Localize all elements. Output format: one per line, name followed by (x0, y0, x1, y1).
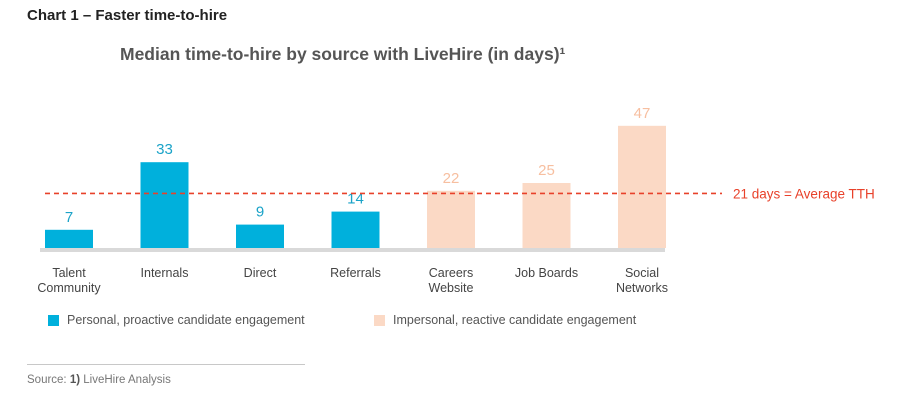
legend-label-impersonal: Impersonal, reactive candidate engagemen… (393, 313, 637, 327)
data-label-4: 22 (443, 170, 460, 187)
bar-3 (331, 211, 380, 248)
data-label-2: 9 (256, 204, 264, 221)
source-note: Source: 1) LiveHire Analysis (27, 374, 171, 386)
average-reference-label: 21 days = Average TTH (733, 186, 875, 201)
legend-swatch-impersonal (374, 314, 385, 326)
x-axis-baseline (40, 248, 665, 252)
category-label-6: Social Networks (616, 266, 668, 295)
data-label-1: 33 (156, 141, 173, 158)
category-label-4: Careers Website (429, 266, 474, 295)
category-label-2: Direct (244, 266, 277, 280)
bar-4 (427, 190, 475, 248)
data-label-5: 25 (538, 162, 555, 179)
bar-0 (45, 229, 93, 248)
category-label-1: Internals (141, 266, 189, 280)
bar-5 (522, 183, 571, 248)
legend-item-personal: Personal, proactive candidate engagement (48, 313, 305, 327)
data-label-3: 14 (347, 191, 364, 208)
chart-heading: Chart 1 – Faster time-to-hire (27, 7, 228, 24)
data-label-0: 7 (65, 209, 73, 226)
legend-item-impersonal: Impersonal, reactive candidate engagemen… (374, 313, 636, 327)
category-label-5: Job Boards (515, 266, 578, 280)
category-label-0: Talent Community (37, 266, 101, 295)
legend-label-personal: Personal, proactive candidate engagement (67, 313, 305, 327)
chart-title: Median time-to-hire by source with LiveH… (120, 44, 566, 64)
bar-6 (618, 125, 666, 248)
legend-swatch-personal (48, 314, 59, 326)
source-divider (27, 364, 305, 365)
category-label-3: Referrals (330, 266, 381, 280)
bar-2 (236, 224, 284, 248)
bar-1 (140, 162, 189, 248)
data-label-6: 47 (634, 105, 651, 122)
